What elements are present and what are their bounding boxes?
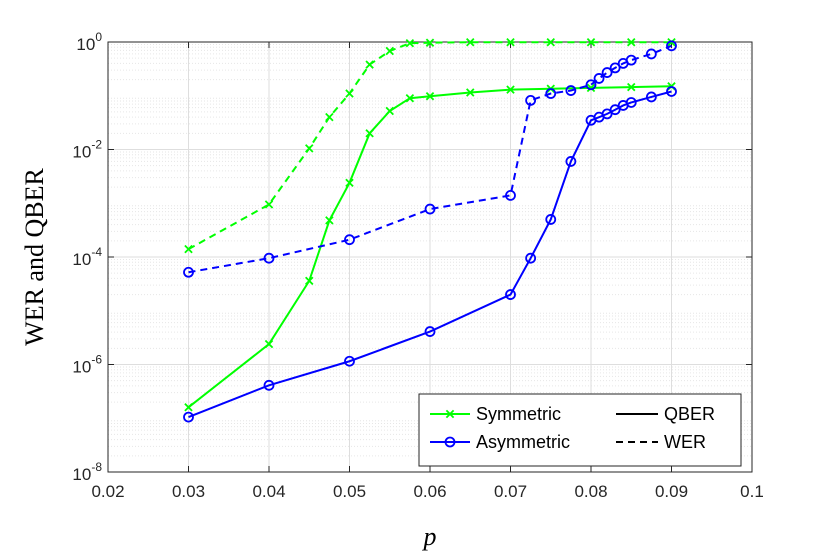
data-point-asymmetric-wer <box>263 252 275 264</box>
y-tick-label: 10-4 <box>72 245 102 269</box>
data-point-symmetric-wer <box>667 37 676 47</box>
data-point-asymmetric-wer <box>545 88 557 99</box>
data-point-symmetric-wer <box>586 37 596 47</box>
series-line-symmetric-wer <box>188 41 672 251</box>
data-point-symmetric-wer <box>365 60 374 69</box>
data-point-symmetric-qber <box>627 82 636 92</box>
series-symmetric-wer <box>184 37 676 254</box>
data-point-asymmetric-qber <box>183 411 194 423</box>
legend-label-asymmetric: Asymmetric <box>476 432 570 452</box>
data-point-symmetric-wer <box>305 144 314 153</box>
data-point-symmetric-wer <box>184 244 193 254</box>
legend-box <box>418 393 742 467</box>
x-axis-title: p <box>422 522 437 551</box>
y-tick-label: 10-2 <box>72 138 102 162</box>
data-point-symmetric-wer <box>325 112 334 122</box>
data-point-symmetric-qber <box>184 403 193 412</box>
data-point-symmetric-qber <box>385 106 394 116</box>
x-tick-label: 0.1 <box>740 482 764 501</box>
data-point-symmetric-wer <box>506 37 515 47</box>
data-point-asymmetric-qber <box>525 252 537 264</box>
data-point-asymmetric-wer <box>645 48 657 60</box>
legend: Symmetric Asymmetric QBER WER <box>418 393 742 467</box>
data-point-symmetric-qber <box>264 339 274 349</box>
legend-label-qber: QBER <box>664 404 715 424</box>
data-point-symmetric-wer <box>466 37 475 47</box>
data-point-asymmetric-qber <box>625 97 637 108</box>
data-point-symmetric-qber <box>345 178 354 188</box>
data-point-asymmetric-qber <box>344 355 355 367</box>
data-point-symmetric-qber <box>365 129 374 138</box>
data-point-symmetric-wer <box>385 46 394 56</box>
data-point-symmetric-wer <box>425 38 435 47</box>
data-point-symmetric-wer <box>627 37 636 47</box>
x-tick-label: 0.09 <box>655 482 688 501</box>
data-point-asymmetric-qber <box>545 214 557 225</box>
legend-marker-asymmetric <box>444 436 456 448</box>
legend-label-wer: WER <box>664 432 706 452</box>
data-point-symmetric-qber <box>466 88 475 97</box>
data-point-symmetric-qber <box>405 93 415 103</box>
data-point-symmetric-qber <box>325 216 334 225</box>
y-tick-label: 10-8 <box>72 460 102 484</box>
series-layer <box>183 37 677 423</box>
data-point-symmetric-wer <box>405 38 415 48</box>
y-axis-title: WER and QBER <box>20 168 49 346</box>
data-point-asymmetric-qber <box>565 156 577 167</box>
x-tick-label: 0.02 <box>91 482 124 501</box>
data-point-asymmetric-wer <box>183 266 194 278</box>
data-point-symmetric-qber <box>305 276 314 286</box>
series-asymmetric-wer <box>183 40 677 278</box>
x-tick-label: 0.08 <box>574 482 607 501</box>
data-point-asymmetric-wer <box>565 85 577 96</box>
x-tick-label: 0.05 <box>333 482 366 501</box>
x-axis-ticks: 0.02 0.03 0.04 0.05 0.06 0.07 0.08 0.09 0.1 <box>91 42 764 501</box>
y-axis-ticks: 10-8 10-6 10-4 10-2 100 <box>72 30 752 484</box>
data-point-symmetric-wer <box>546 37 555 47</box>
series-asymmetric-qber <box>183 86 677 423</box>
data-point-asymmetric-wer <box>424 203 436 215</box>
data-point-asymmetric-qber <box>645 91 657 103</box>
data-point-asymmetric-wer <box>666 40 677 52</box>
data-point-asymmetric-wer <box>505 189 516 201</box>
data-point-symmetric-qber <box>425 91 435 101</box>
data-point-asymmetric-wer <box>601 67 613 78</box>
y-tick-label: 10-6 <box>72 353 102 377</box>
data-point-asymmetric-qber <box>424 326 436 337</box>
data-point-symmetric-wer <box>264 200 274 209</box>
data-point-asymmetric-qber <box>263 379 275 391</box>
data-point-asymmetric-qber <box>505 289 516 300</box>
data-point-asymmetric-qber <box>609 104 621 116</box>
x-tick-label: 0.07 <box>494 482 527 501</box>
data-point-asymmetric-wer <box>344 234 355 246</box>
data-point-asymmetric-wer <box>525 94 537 106</box>
data-point-symmetric-wer <box>345 89 354 98</box>
legend-label-symmetric: Symmetric <box>476 404 561 424</box>
data-point-asymmetric-wer <box>585 79 597 91</box>
legend-marker-symmetric <box>445 409 455 419</box>
data-point-asymmetric-wer <box>593 73 605 84</box>
x-tick-label: 0.04 <box>252 482 285 501</box>
data-point-symmetric-qber <box>506 85 515 94</box>
x-tick-label: 0.03 <box>172 482 205 501</box>
data-point-symmetric-qber <box>586 83 596 93</box>
y-tick-label: 100 <box>76 30 102 54</box>
data-point-asymmetric-wer <box>609 62 621 74</box>
data-point-asymmetric-qber <box>601 108 613 120</box>
data-point-asymmetric-wer <box>625 54 637 66</box>
data-point-asymmetric-qber <box>666 86 677 97</box>
x-tick-label: 0.06 <box>413 482 446 501</box>
